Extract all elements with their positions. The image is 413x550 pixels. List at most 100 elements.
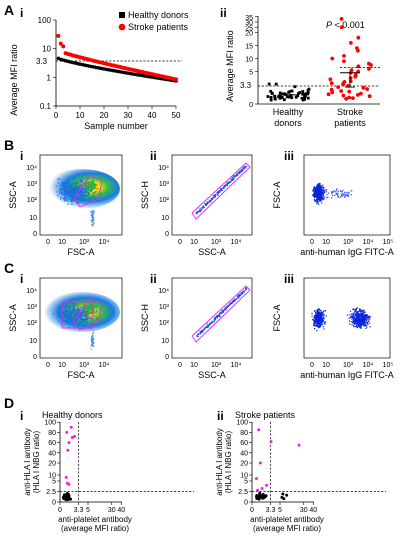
point-healthy xyxy=(301,98,305,102)
event-dot xyxy=(84,306,86,308)
event-dot xyxy=(71,203,73,205)
event-dot xyxy=(332,194,334,197)
event-dot xyxy=(201,329,203,332)
event-dot xyxy=(68,191,70,193)
event-dot xyxy=(354,310,356,313)
event-dot xyxy=(72,190,75,192)
event-dot xyxy=(359,319,361,321)
event-dot xyxy=(239,171,241,173)
event-dot xyxy=(70,309,72,311)
event-dot xyxy=(359,322,361,324)
event-dot xyxy=(337,195,339,197)
event-dot xyxy=(63,311,65,313)
event-dot xyxy=(89,187,91,189)
event-dot xyxy=(202,207,204,209)
event-dot xyxy=(232,178,234,180)
xtick-label-D: 30 xyxy=(300,507,308,514)
event-dot xyxy=(345,195,347,197)
event-dot xyxy=(63,192,65,194)
event-dot xyxy=(94,183,97,185)
point-stroke xyxy=(341,81,345,86)
point-stroke xyxy=(326,92,331,97)
event-dot xyxy=(80,180,82,182)
event-dot xyxy=(353,326,355,328)
event-dot xyxy=(351,324,353,326)
event-dot xyxy=(81,314,83,316)
event-dot xyxy=(72,194,74,196)
point-stroke xyxy=(353,73,358,78)
plot-frame xyxy=(39,277,123,359)
point-positive xyxy=(66,448,70,452)
event-dot xyxy=(351,317,353,319)
event-dot xyxy=(70,311,72,313)
event-dot xyxy=(90,211,92,213)
point-positive xyxy=(64,475,68,479)
event-dot xyxy=(318,314,320,316)
event-dot xyxy=(83,315,85,317)
event-dot xyxy=(95,197,97,199)
event-dot xyxy=(93,311,95,313)
xtick-label: 10⁴ xyxy=(363,239,374,246)
event-dot xyxy=(88,187,91,189)
event-dot xyxy=(89,198,91,200)
event-dot xyxy=(318,321,320,323)
event-dot xyxy=(80,322,82,324)
event-dot xyxy=(232,176,234,178)
event-dot xyxy=(360,319,362,321)
event-dot xyxy=(323,314,325,316)
event-dot xyxy=(76,194,79,196)
event-dot xyxy=(318,186,321,188)
event-dot xyxy=(233,299,235,301)
event-dot xyxy=(72,198,74,200)
event-dot xyxy=(357,321,360,324)
xtick-label-Ai: 30 xyxy=(124,111,133,120)
event-dot xyxy=(364,315,367,317)
title-Di: Healthy donors xyxy=(42,410,103,420)
event-dot xyxy=(77,182,79,184)
point-healthy xyxy=(273,97,277,100)
event-dot xyxy=(57,315,60,317)
point-healthy xyxy=(100,66,104,71)
event-dot xyxy=(59,314,62,316)
event-dot xyxy=(360,324,362,326)
event-dot xyxy=(318,315,320,317)
point-healthy xyxy=(119,70,123,74)
event-dot xyxy=(87,310,89,313)
event-dot xyxy=(322,320,324,322)
event-dot xyxy=(82,306,84,308)
event-dot xyxy=(316,310,318,312)
ytick-label-D: 5 xyxy=(52,479,56,486)
event-dot xyxy=(90,215,93,217)
event-dot xyxy=(312,193,314,196)
point-healthy xyxy=(114,69,118,73)
event-dot xyxy=(78,320,81,322)
xtick-label: 10⁴ xyxy=(99,362,110,369)
event-dot xyxy=(330,191,332,193)
event-dot xyxy=(84,186,87,189)
event-dot xyxy=(82,319,84,321)
point-stroke xyxy=(330,56,335,61)
event-dot xyxy=(222,311,224,313)
event-dot xyxy=(86,317,88,319)
event-dot xyxy=(320,189,322,191)
event-dot xyxy=(355,311,357,313)
event-dot xyxy=(353,316,355,318)
event-dot xyxy=(202,329,204,332)
event-dot xyxy=(366,318,368,321)
event-dot xyxy=(68,194,70,196)
event-dot xyxy=(91,216,93,218)
event-dot xyxy=(66,199,68,201)
event-dot xyxy=(197,333,200,335)
event-dot xyxy=(367,323,369,326)
event-dot xyxy=(68,188,70,191)
event-dot xyxy=(79,316,81,318)
xlabel: FSC-A xyxy=(68,247,95,257)
event-dot xyxy=(318,308,321,311)
ytick-label-D: 100 xyxy=(236,420,248,427)
event-dot xyxy=(354,322,356,324)
point-healthy xyxy=(145,74,149,78)
point-negative xyxy=(285,493,289,497)
event-dot xyxy=(353,317,355,320)
point-healthy xyxy=(164,77,168,82)
point-stroke xyxy=(174,77,178,82)
